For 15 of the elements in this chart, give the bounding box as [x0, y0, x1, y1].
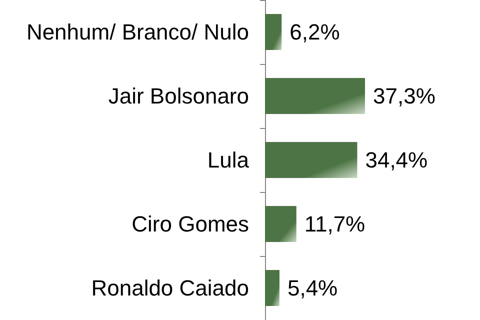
y-tick-label: Ciro Gomes [132, 212, 249, 236]
data-label: 11,7% [304, 212, 366, 236]
y-tick-label: Ronaldo Caiado [91, 276, 249, 300]
y-tick-label: Nenhum/ Branco/ Nulo [26, 20, 249, 44]
y-tick-label: Jair Bolsonaro [108, 84, 249, 108]
data-label: 34,4% [365, 148, 428, 172]
bar [265, 206, 296, 242]
bar [265, 142, 358, 178]
data-label: 5,4% [287, 276, 338, 300]
bar [265, 14, 282, 50]
y-tick-label: Lula [207, 148, 250, 172]
data-label: 6,2% [290, 20, 340, 44]
bar [265, 270, 280, 306]
bar [265, 78, 365, 114]
data-label: 37,3% [373, 84, 436, 108]
